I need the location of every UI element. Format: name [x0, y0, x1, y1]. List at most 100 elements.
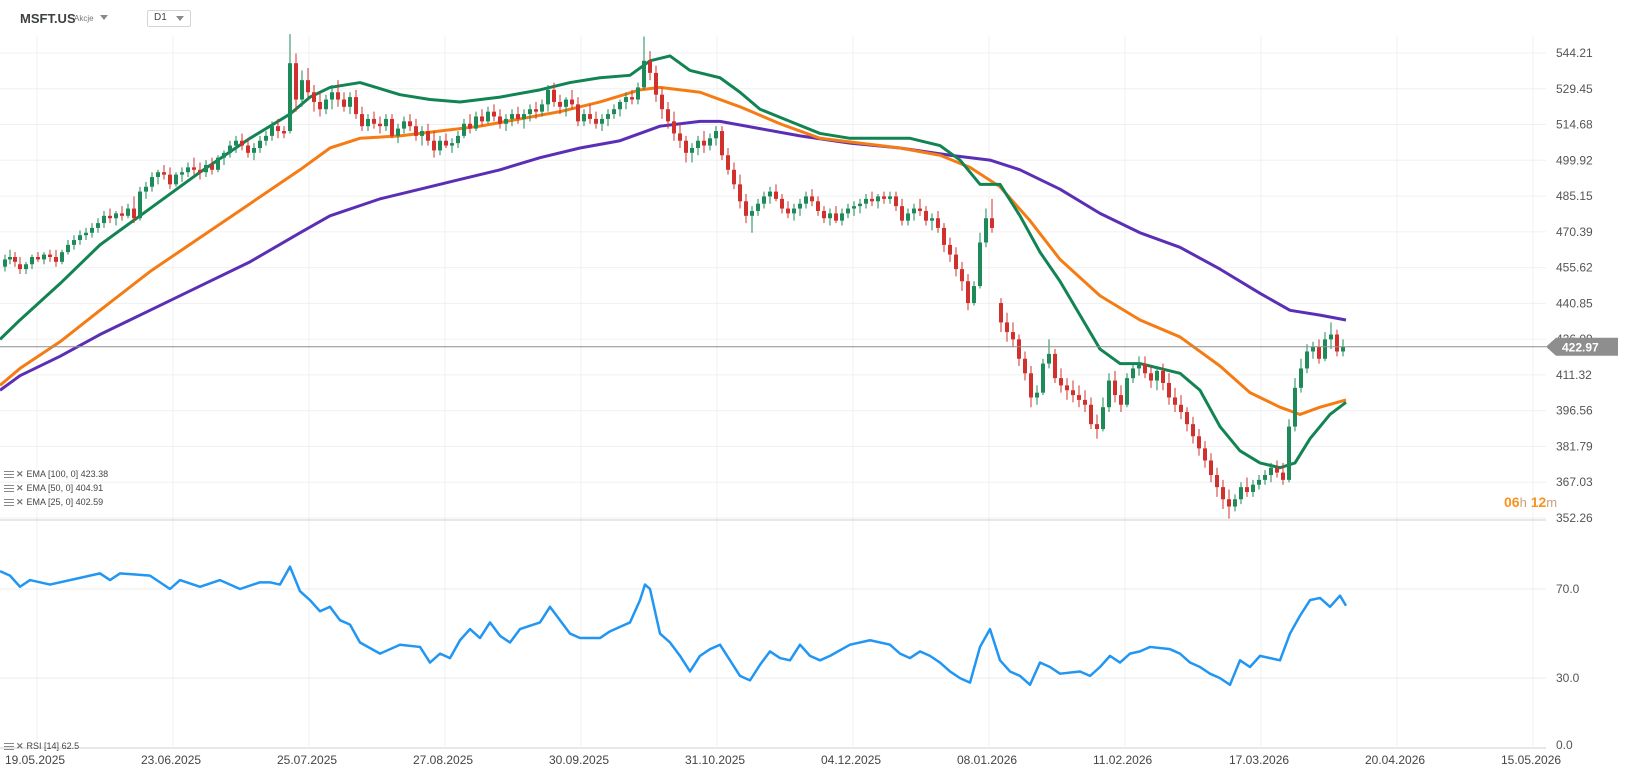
candle-body: [1101, 407, 1105, 429]
candle-body: [624, 97, 628, 102]
candle: [744, 194, 748, 224]
indicator-settings-icon[interactable]: [4, 742, 14, 751]
countdown-hours-unit: h: [1519, 495, 1527, 510]
legend-ema50: ✕ EMA [50, 0] 404.91: [4, 482, 103, 494]
candle-body: [252, 147, 256, 153]
candle-body: [804, 196, 808, 204]
candle: [1023, 351, 1027, 381]
remove-indicator-icon[interactable]: ✕: [16, 497, 24, 507]
candle-body: [1245, 487, 1249, 492]
candle: [552, 82, 556, 107]
symbol-label[interactable]: MSFT.US: [20, 11, 76, 26]
candle: [858, 198, 862, 214]
indicator-settings-icon[interactable]: [4, 470, 14, 479]
candle: [534, 101, 538, 119]
candle: [408, 114, 412, 132]
candle-body: [240, 140, 244, 146]
indicator-settings-icon[interactable]: [4, 484, 14, 493]
candle-body: [972, 286, 976, 304]
candle: [1287, 419, 1291, 483]
candle: [324, 94, 328, 115]
candle: [768, 186, 772, 204]
candle-body: [570, 99, 574, 105]
candle-body: [438, 140, 442, 151]
candle-body: [1143, 363, 1147, 374]
candle: [522, 109, 526, 129]
candle-body: [606, 114, 610, 119]
candle-body: [276, 126, 280, 132]
candle: [618, 99, 622, 117]
candle: [1227, 489, 1231, 519]
remove-indicator-icon[interactable]: ✕: [16, 469, 24, 479]
candle-body: [726, 155, 730, 170]
legend-ema100: ✕ EMA [100, 0] 423.38: [4, 468, 108, 480]
time-tick-label: 23.06.2025: [141, 753, 201, 767]
candle: [564, 97, 568, 117]
time-tick-label: 19.05.2025: [5, 753, 65, 767]
candle-body: [1257, 479, 1261, 485]
legend-rsi: ✕ RSI [14] 62.5: [4, 740, 79, 752]
timeframe-select[interactable]: D1: [147, 10, 191, 27]
candle: [1269, 462, 1273, 483]
time-tick-label: 30.09.2025: [549, 753, 609, 767]
candle: [870, 191, 874, 207]
candle-body: [756, 203, 760, 211]
candle: [738, 174, 742, 209]
chart-toolbar: MSFT.US Akcje D1: [0, 0, 1626, 34]
candle: [390, 114, 394, 139]
candle-body: [708, 138, 712, 146]
candle-body: [3, 259, 7, 267]
instrument-type-label: Akcje: [74, 14, 94, 23]
candle: [1251, 479, 1255, 497]
candle: [666, 101, 670, 129]
symbol-dropdown-chevron-icon[interactable]: [100, 15, 108, 20]
remove-indicator-icon[interactable]: ✕: [16, 741, 24, 751]
candle: [168, 167, 172, 190]
candle: [192, 157, 196, 175]
candle-body: [378, 123, 382, 127]
remove-indicator-icon[interactable]: ✕: [16, 483, 24, 493]
candle: [1053, 349, 1057, 383]
candle: [696, 135, 700, 156]
candle-body: [594, 118, 598, 124]
candle-body: [702, 140, 706, 146]
candle-body: [966, 281, 970, 304]
indicator-settings-icon[interactable]: [4, 498, 14, 507]
candle-body: [156, 172, 160, 178]
candle-body: [468, 123, 472, 129]
candle-body: [366, 118, 370, 127]
candle-body: [858, 203, 862, 207]
candle-body: [348, 97, 352, 107]
candle-body: [498, 116, 502, 124]
candle-body: [678, 133, 682, 141]
candle: [972, 281, 976, 306]
candle: [180, 167, 184, 182]
candle-body: [1197, 436, 1201, 449]
candle: [198, 162, 202, 180]
candle: [1143, 356, 1147, 379]
candle: [366, 114, 370, 132]
candle-body: [552, 89, 556, 102]
candle-body: [822, 210, 826, 219]
candle-body: [102, 215, 106, 224]
candle: [300, 70, 304, 107]
candle-body: [84, 232, 88, 236]
candle: [1005, 312, 1009, 342]
candle-body: [720, 131, 724, 156]
candle-body: [18, 264, 22, 270]
candle-body: [294, 63, 298, 100]
candle: [630, 89, 634, 105]
candle-body: [474, 116, 478, 129]
countdown-hours: 06: [1504, 494, 1520, 510]
candle: [486, 106, 490, 124]
rsi-tick-label: 0.0: [1556, 738, 1573, 752]
candle: [540, 99, 544, 117]
candle: [999, 298, 1003, 333]
candle-body: [522, 114, 526, 119]
candle: [126, 203, 130, 219]
candle: [642, 36, 646, 90]
timeframe-value: D1: [154, 12, 167, 23]
candle: [588, 104, 592, 124]
candle: [468, 114, 472, 134]
